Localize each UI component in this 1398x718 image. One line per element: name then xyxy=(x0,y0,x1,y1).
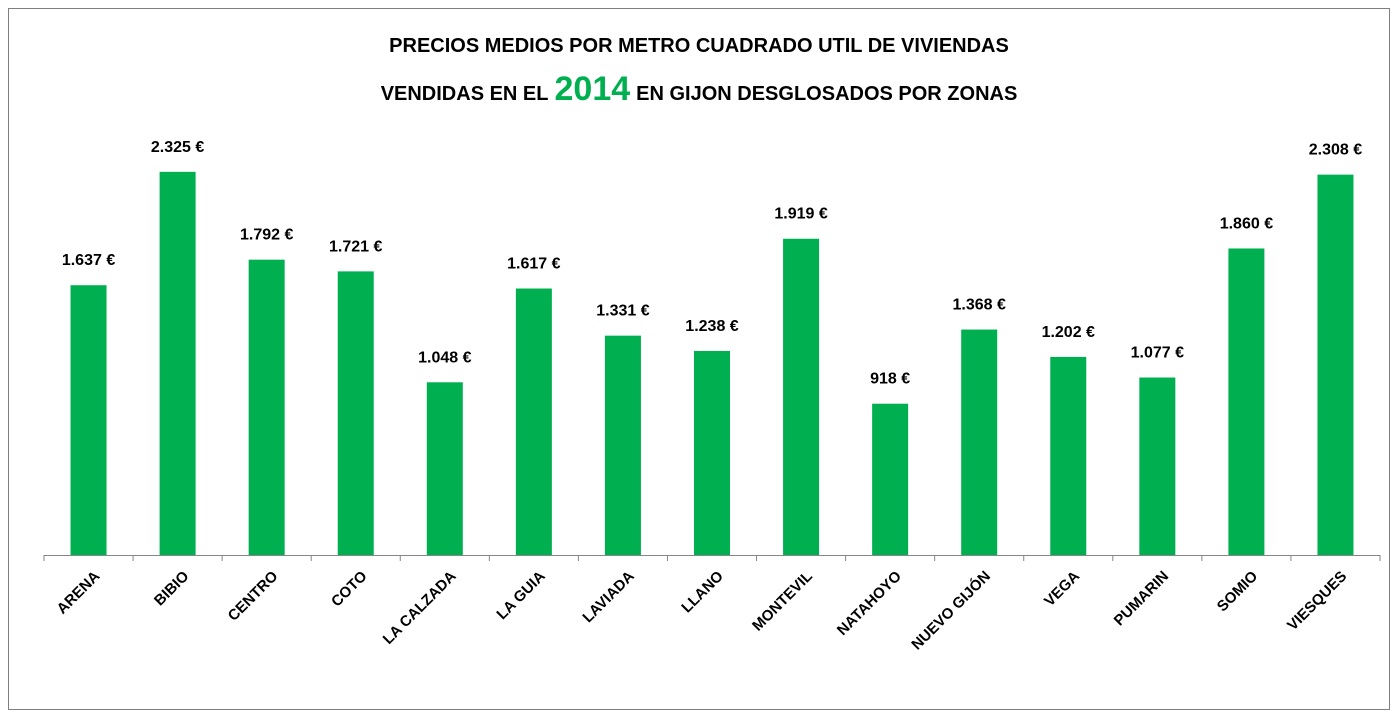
value-label: 1.238 € xyxy=(685,318,738,335)
bar xyxy=(515,288,552,555)
bar xyxy=(1139,377,1176,555)
value-label: 1.368 € xyxy=(953,297,1006,314)
value-label: 1.331 € xyxy=(596,303,649,320)
bar xyxy=(337,271,374,555)
value-label: 918 € xyxy=(870,371,910,388)
value-label: 1.077 € xyxy=(1131,345,1184,362)
title-part: EN GIJON DESGLOSADOS POR ZONAS xyxy=(636,83,1017,105)
value-label: 1.860 € xyxy=(1220,215,1273,232)
value-label: 1.919 € xyxy=(774,206,827,223)
value-label: 1.202 € xyxy=(1042,324,1095,341)
bar xyxy=(1050,356,1087,555)
value-label: 1.721 € xyxy=(329,238,382,255)
value-label: 1.792 € xyxy=(240,227,293,244)
bar xyxy=(694,350,730,555)
bar xyxy=(1317,174,1354,555)
chart-title: PRECIOS MEDIOS POR METRO CUADRADO UTIL D… xyxy=(389,35,1009,57)
value-label: 1.048 € xyxy=(418,349,471,366)
bar xyxy=(70,285,107,555)
title-year: 2014 xyxy=(555,70,631,108)
title-part: VENDIDAS EN EL xyxy=(381,83,549,105)
bar xyxy=(1228,248,1265,556)
bar xyxy=(426,382,463,555)
value-label: 2.325 € xyxy=(151,139,204,156)
bar xyxy=(248,259,285,555)
value-label: 2.308 € xyxy=(1309,142,1362,159)
chart-title-line2: VENDIDAS EN EL 2014 EN GIJON DESGLOSADOS P… xyxy=(381,70,1018,108)
bar xyxy=(783,238,820,556)
value-label: 1.637 € xyxy=(62,252,115,269)
bar xyxy=(872,403,909,555)
bar xyxy=(961,329,998,555)
bar xyxy=(159,171,196,555)
bar xyxy=(604,335,641,555)
value-label: 1.617 € xyxy=(507,256,560,273)
